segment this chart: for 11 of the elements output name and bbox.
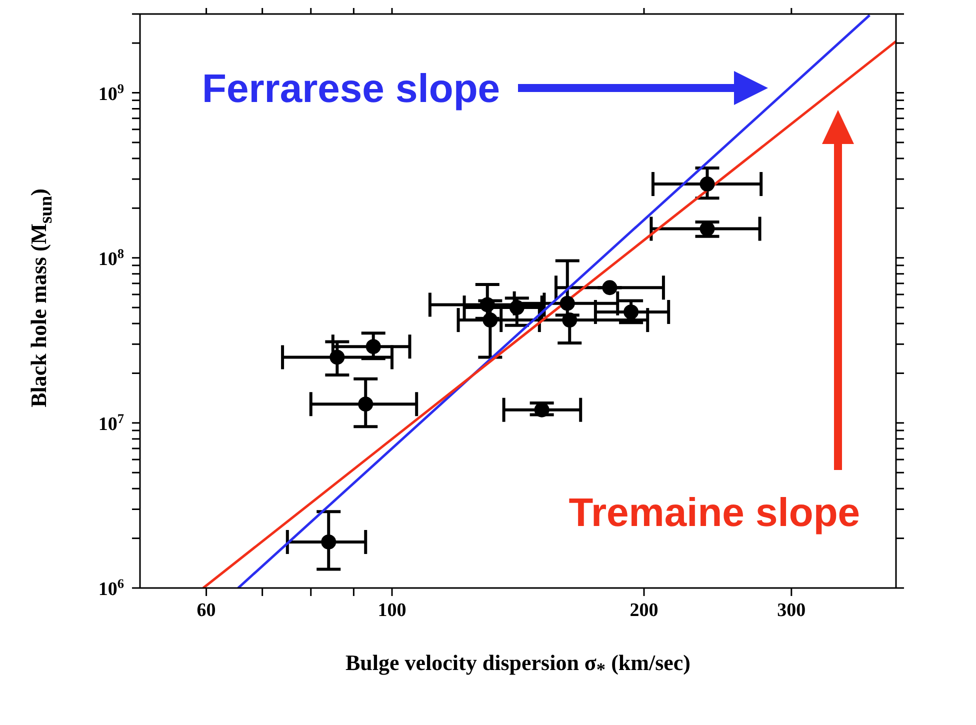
x-tick-label: 60	[196, 600, 216, 621]
x-tick-label: 300	[777, 600, 806, 621]
x-axis-title: Bulge velocity dispersion σ$_{*}$ (km/sec)	[344, 650, 692, 680]
y-tick-label: 10$^{8}$	[98, 245, 124, 270]
y-tick-label: 10$^{6}$	[98, 576, 124, 600]
x-tick-label: 100	[378, 600, 406, 621]
y-tick-label: 10$^{9}$	[98, 80, 124, 105]
annotation: Tremaine slope	[568, 491, 860, 535]
y-tick-label: 10$^{7}$	[98, 410, 124, 435]
x-tick-label: 200	[630, 600, 658, 621]
annotation: Ferrarese slope	[202, 67, 500, 111]
